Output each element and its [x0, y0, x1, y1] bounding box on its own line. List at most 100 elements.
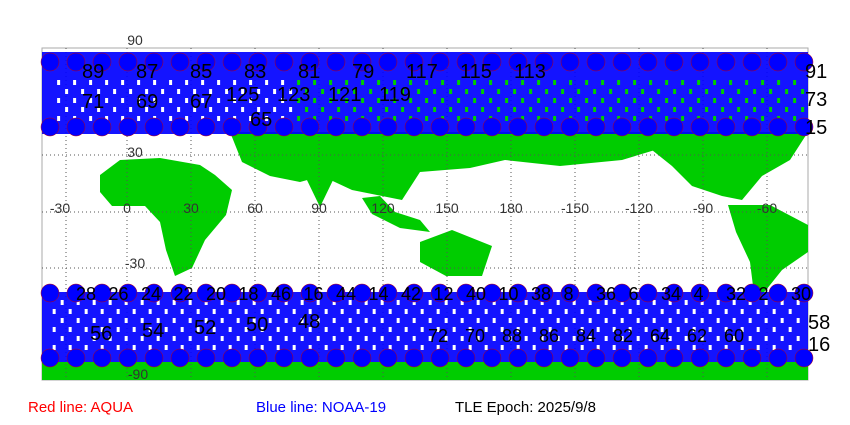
orbit-marker: [378, 348, 398, 368]
orbit-label: 54: [142, 320, 164, 342]
track-gap: [316, 318, 320, 323]
track-gap: [660, 309, 664, 314]
track-gap: [220, 300, 224, 305]
track-gap: [196, 327, 200, 332]
orbit-label: 52: [194, 317, 216, 339]
orbit-label: 121: [328, 84, 361, 106]
track-gap: [756, 309, 760, 314]
orbit-label: 30: [791, 284, 811, 304]
track-gap: [217, 116, 221, 121]
track-gap: [668, 318, 672, 323]
orbit-label: 12: [434, 284, 454, 304]
track-gap: [105, 116, 109, 121]
orbit-marker: [326, 283, 346, 303]
track-gap: [476, 300, 480, 305]
track-gap: [556, 318, 560, 323]
orbit-marker: [612, 52, 632, 72]
track-gap: [444, 336, 448, 341]
track-gap: [561, 89, 565, 94]
orbit-marker: [300, 117, 320, 137]
track-gap: [796, 300, 800, 305]
track-gap: [468, 345, 472, 350]
track-gap: [185, 80, 189, 85]
track-gap: [161, 107, 165, 112]
track-gap: [137, 80, 141, 85]
track-gap: [537, 116, 541, 121]
orbit-marker: [144, 52, 164, 72]
track-gap: [105, 80, 109, 85]
track-gap: [497, 107, 501, 112]
orbit-marker: [612, 283, 632, 303]
track-gap: [57, 116, 61, 121]
track-gap: [57, 80, 61, 85]
orbit-marker: [66, 348, 86, 368]
track-gap: [193, 107, 197, 112]
track-gap: [748, 300, 752, 305]
track-gap: [196, 309, 200, 314]
track-gap: [81, 89, 85, 94]
track-gap: [412, 336, 416, 341]
track-gap: [449, 107, 453, 112]
orbit-marker: [534, 348, 554, 368]
track-gap: [700, 336, 704, 341]
track-gap: [788, 345, 792, 350]
legend-tle-epoch: TLE Epoch: 2025/9/8: [455, 399, 596, 416]
orbit-marker: [742, 52, 762, 72]
track-gap: [641, 107, 645, 112]
orbit-marker: [690, 117, 710, 137]
orbit-label: 38: [531, 284, 551, 304]
track-gap: [404, 309, 408, 314]
orbit-label: 8: [564, 284, 574, 304]
track-gap: [89, 80, 93, 85]
track-gap: [697, 98, 701, 103]
track-gap: [220, 336, 224, 341]
track-gap: [300, 300, 304, 305]
track-gap: [532, 327, 536, 332]
track-gap: [500, 309, 504, 314]
track-gap: [225, 107, 229, 112]
track-gap: [436, 327, 440, 332]
track-gap: [372, 345, 376, 350]
track-gap: [753, 107, 757, 112]
track-gap: [772, 309, 776, 314]
track-gap: [300, 318, 304, 323]
track-gap: [700, 318, 704, 323]
track-gap: [801, 89, 805, 94]
orbit-marker: [404, 283, 424, 303]
track-gap: [441, 98, 445, 103]
track-gap: [788, 309, 792, 314]
latitude-label: 90: [127, 32, 143, 48]
track-gap: [612, 345, 616, 350]
track-gap: [580, 309, 584, 314]
track-gap: [580, 327, 584, 332]
track-gap: [665, 116, 669, 121]
track-gap: [337, 107, 341, 112]
track-gap: [289, 89, 293, 94]
track-gap: [124, 336, 128, 341]
track-gap: [473, 98, 477, 103]
orbit-marker: [508, 283, 528, 303]
track-gap: [324, 345, 328, 350]
track-gap: [356, 327, 360, 332]
track-gap: [361, 80, 365, 85]
track-gap: [321, 89, 325, 94]
track-gap: [500, 345, 504, 350]
orbit-marker: [378, 283, 398, 303]
track-gap: [681, 116, 685, 121]
track-gap: [708, 327, 712, 332]
track-gap: [460, 318, 464, 323]
track-gap: [604, 300, 608, 305]
track-gap: [217, 98, 221, 103]
track-gap: [156, 300, 160, 305]
orbit-label: 6: [629, 284, 639, 304]
track-gap: [532, 345, 536, 350]
track-gap: [516, 309, 520, 314]
track-gap: [516, 327, 520, 332]
track-gap: [140, 318, 144, 323]
track-gap: [121, 98, 125, 103]
orbit-label: 64: [650, 326, 670, 346]
track-gap: [732, 300, 736, 305]
track-gap: [76, 336, 80, 341]
track-gap: [521, 116, 525, 121]
orbit-marker: [170, 52, 190, 72]
